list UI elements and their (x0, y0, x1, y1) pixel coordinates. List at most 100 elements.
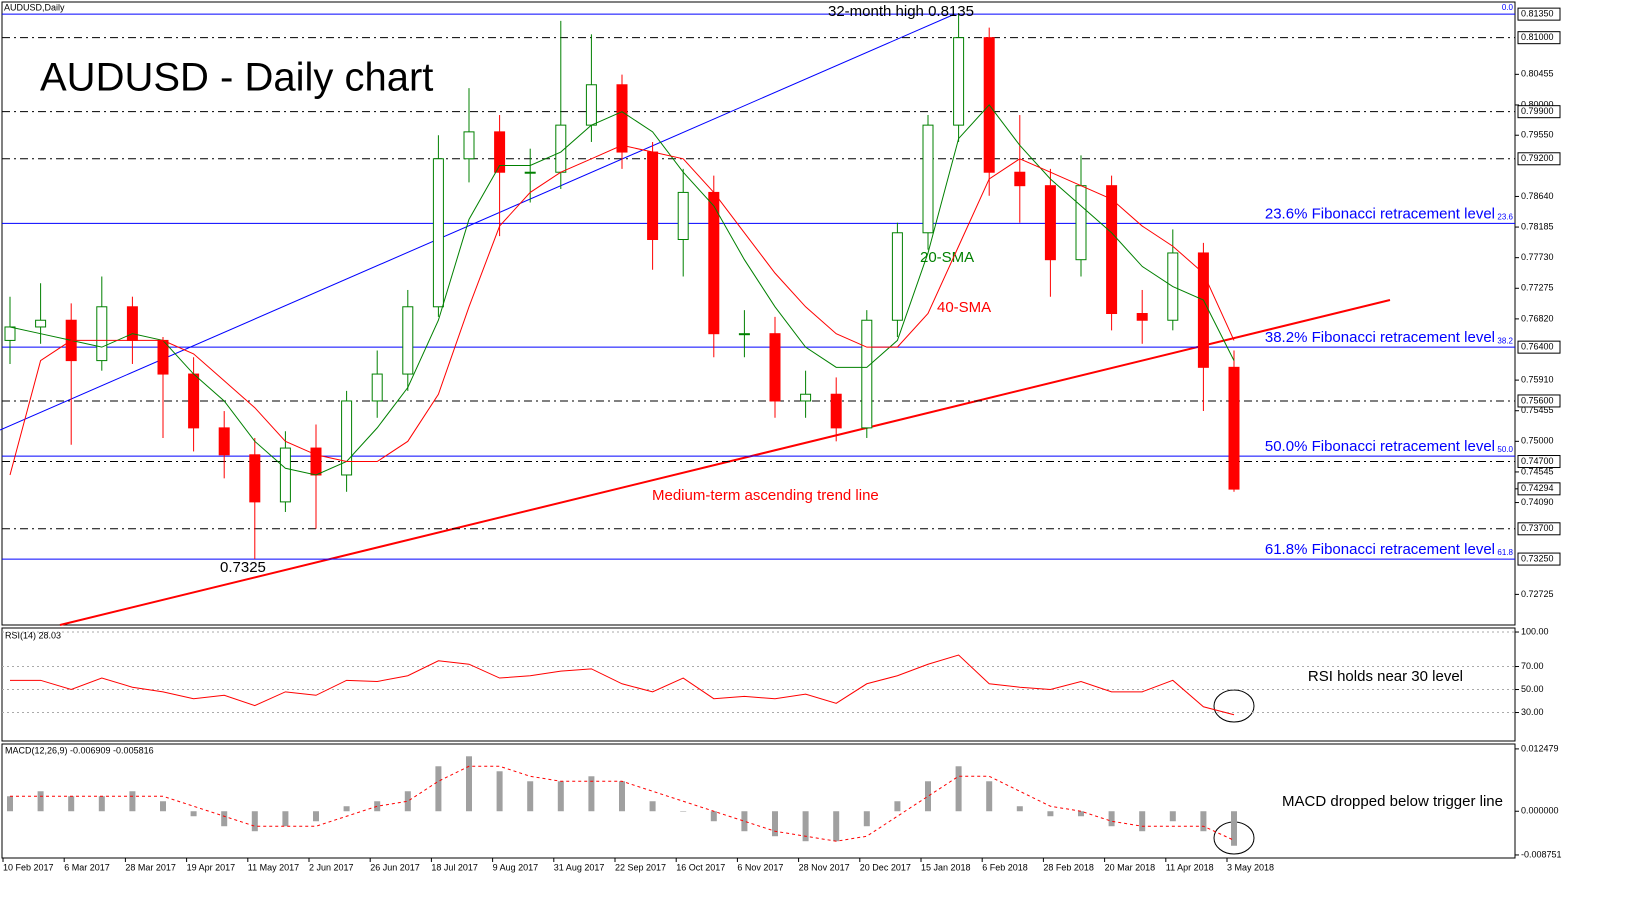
macd-bar (833, 811, 840, 842)
candle-body (830, 393, 842, 429)
candle-body (4, 326, 16, 341)
macd-bar (925, 781, 931, 812)
candle-body (800, 393, 812, 402)
macd-bar (1169, 811, 1176, 822)
candle-body (1136, 313, 1148, 321)
macd-bar (802, 811, 809, 842)
y-tick-label: 70.00 (1521, 661, 1544, 671)
rsi-line (10, 654, 1235, 716)
x-tick-label: 26 Jun 2017 (370, 862, 420, 872)
x-tick-label: 10 Feb 2017 (3, 862, 54, 872)
level-box (1517, 152, 1561, 166)
annotation: 0.7325 (220, 559, 266, 576)
x-tick-label: 20 Dec 2017 (860, 862, 911, 872)
x-tick-label: 16 Oct 2017 (676, 862, 725, 872)
macd-bar (894, 801, 901, 812)
candle-body (35, 319, 47, 328)
fib-label: 0.0 (1502, 3, 1514, 12)
x-tick-label: 9 Aug 2017 (493, 862, 539, 872)
fib-label: 38.2 (1497, 336, 1513, 345)
x-tick-label: 28 Nov 2017 (799, 862, 850, 872)
macd-bar (863, 811, 870, 827)
candle-body (218, 427, 230, 456)
level-label: 0.75600 (1521, 395, 1554, 405)
fib-label: 50.0 (1497, 445, 1513, 454)
fib-text: 61.8% Fibonacci retracement level (1265, 541, 1495, 558)
macd-bar (1016, 806, 1023, 812)
candle-body (953, 37, 965, 126)
y-tick-label: 0.77275 (1521, 283, 1554, 293)
x-tick-label: 6 Nov 2017 (737, 862, 783, 872)
rsi-title: RSI(14) 28.03 (5, 630, 61, 640)
y-tick-label: 0.76820 (1521, 313, 1554, 323)
level-box (1517, 31, 1561, 45)
y-tick-label: 0.78640 (1521, 191, 1554, 201)
level-label: 0.76400 (1521, 342, 1554, 352)
y-tick-label: 0.80000 (1521, 99, 1554, 109)
macd-bar (435, 766, 442, 812)
macd-bar (343, 806, 350, 812)
macd-bar (68, 796, 75, 812)
x-tick-label: 2 Jun 2017 (309, 862, 354, 872)
macd-bar (129, 791, 136, 812)
candle-body (341, 400, 353, 476)
macd-bar (619, 781, 625, 812)
macd-bar (466, 756, 472, 812)
macd-annotation: MACD dropped below trigger line (1282, 793, 1503, 810)
macd-bar (1108, 811, 1115, 827)
macd-title: MACD(12,26,9) -0.006909 -0.005816 (5, 745, 154, 755)
macd-bar (282, 811, 289, 827)
macd-bar (649, 801, 656, 812)
last-price-box (1517, 482, 1561, 496)
y-tick-label: 0.75910 (1521, 374, 1554, 384)
candle-body (157, 339, 169, 375)
macd-bar (251, 811, 258, 832)
macd-bar (680, 811, 687, 812)
y-tick-label: 0.74090 (1521, 497, 1554, 507)
y-tick-label: 0.79550 (1521, 130, 1554, 140)
macd-bar (221, 811, 228, 827)
candle-body (402, 306, 414, 375)
macd-bar (404, 791, 411, 812)
signal-line (10, 765, 1235, 842)
y-tick-label: 30.00 (1521, 707, 1544, 717)
macd-bar (1139, 811, 1146, 832)
candle-body (494, 131, 506, 173)
candle-body (861, 319, 873, 429)
level-label: 0.74700 (1521, 456, 1554, 466)
fib-text: 23.6% Fibonacci retracement level (1265, 205, 1495, 222)
candle-body (249, 454, 261, 503)
y-tick-label: -0.008751 (1521, 849, 1562, 859)
candle-body (1075, 185, 1087, 261)
y-tick-label: 0.75455 (1521, 405, 1554, 415)
candle-body (463, 131, 475, 160)
chart-heading: AUDUSD - Daily chart (40, 56, 433, 100)
macd-bar (741, 811, 748, 832)
macd-bar (313, 811, 319, 822)
x-tick-label: 11 May 2017 (248, 862, 299, 872)
level-label: 0.73250 (1521, 553, 1554, 563)
fib-label: 23.6 (1497, 212, 1513, 221)
x-tick-label: 22 Sep 2017 (615, 862, 666, 872)
candle-body (585, 84, 597, 126)
candle-body (1228, 366, 1240, 490)
level-box (1517, 455, 1561, 469)
x-tick-label: 31 Aug 2017 (554, 862, 605, 872)
last-price-label: 0.74294 (1521, 483, 1554, 493)
series-label: 20-SMA (920, 249, 974, 266)
annotation: Medium-term ascending trend line (652, 487, 879, 504)
y-tick-label: 50.00 (1521, 684, 1544, 694)
y-tick-label: 0.78185 (1521, 221, 1554, 231)
y-tick-label: 0.012479 (1521, 743, 1559, 753)
level-box (1517, 340, 1561, 354)
x-tick-label: 18 Jul 2017 (431, 862, 478, 872)
x-tick-label: 6 Feb 2018 (982, 862, 1028, 872)
macd-bar (1047, 811, 1054, 817)
candle-body (891, 232, 903, 321)
y-tick-label: 0.74545 (1521, 466, 1554, 476)
macd-bar (160, 801, 166, 812)
series-label: 40-SMA (937, 299, 991, 316)
fib-text: 50.0% Fibonacci retracement level (1265, 438, 1495, 455)
x-tick-label: 11 Apr 2018 (1166, 862, 1214, 872)
